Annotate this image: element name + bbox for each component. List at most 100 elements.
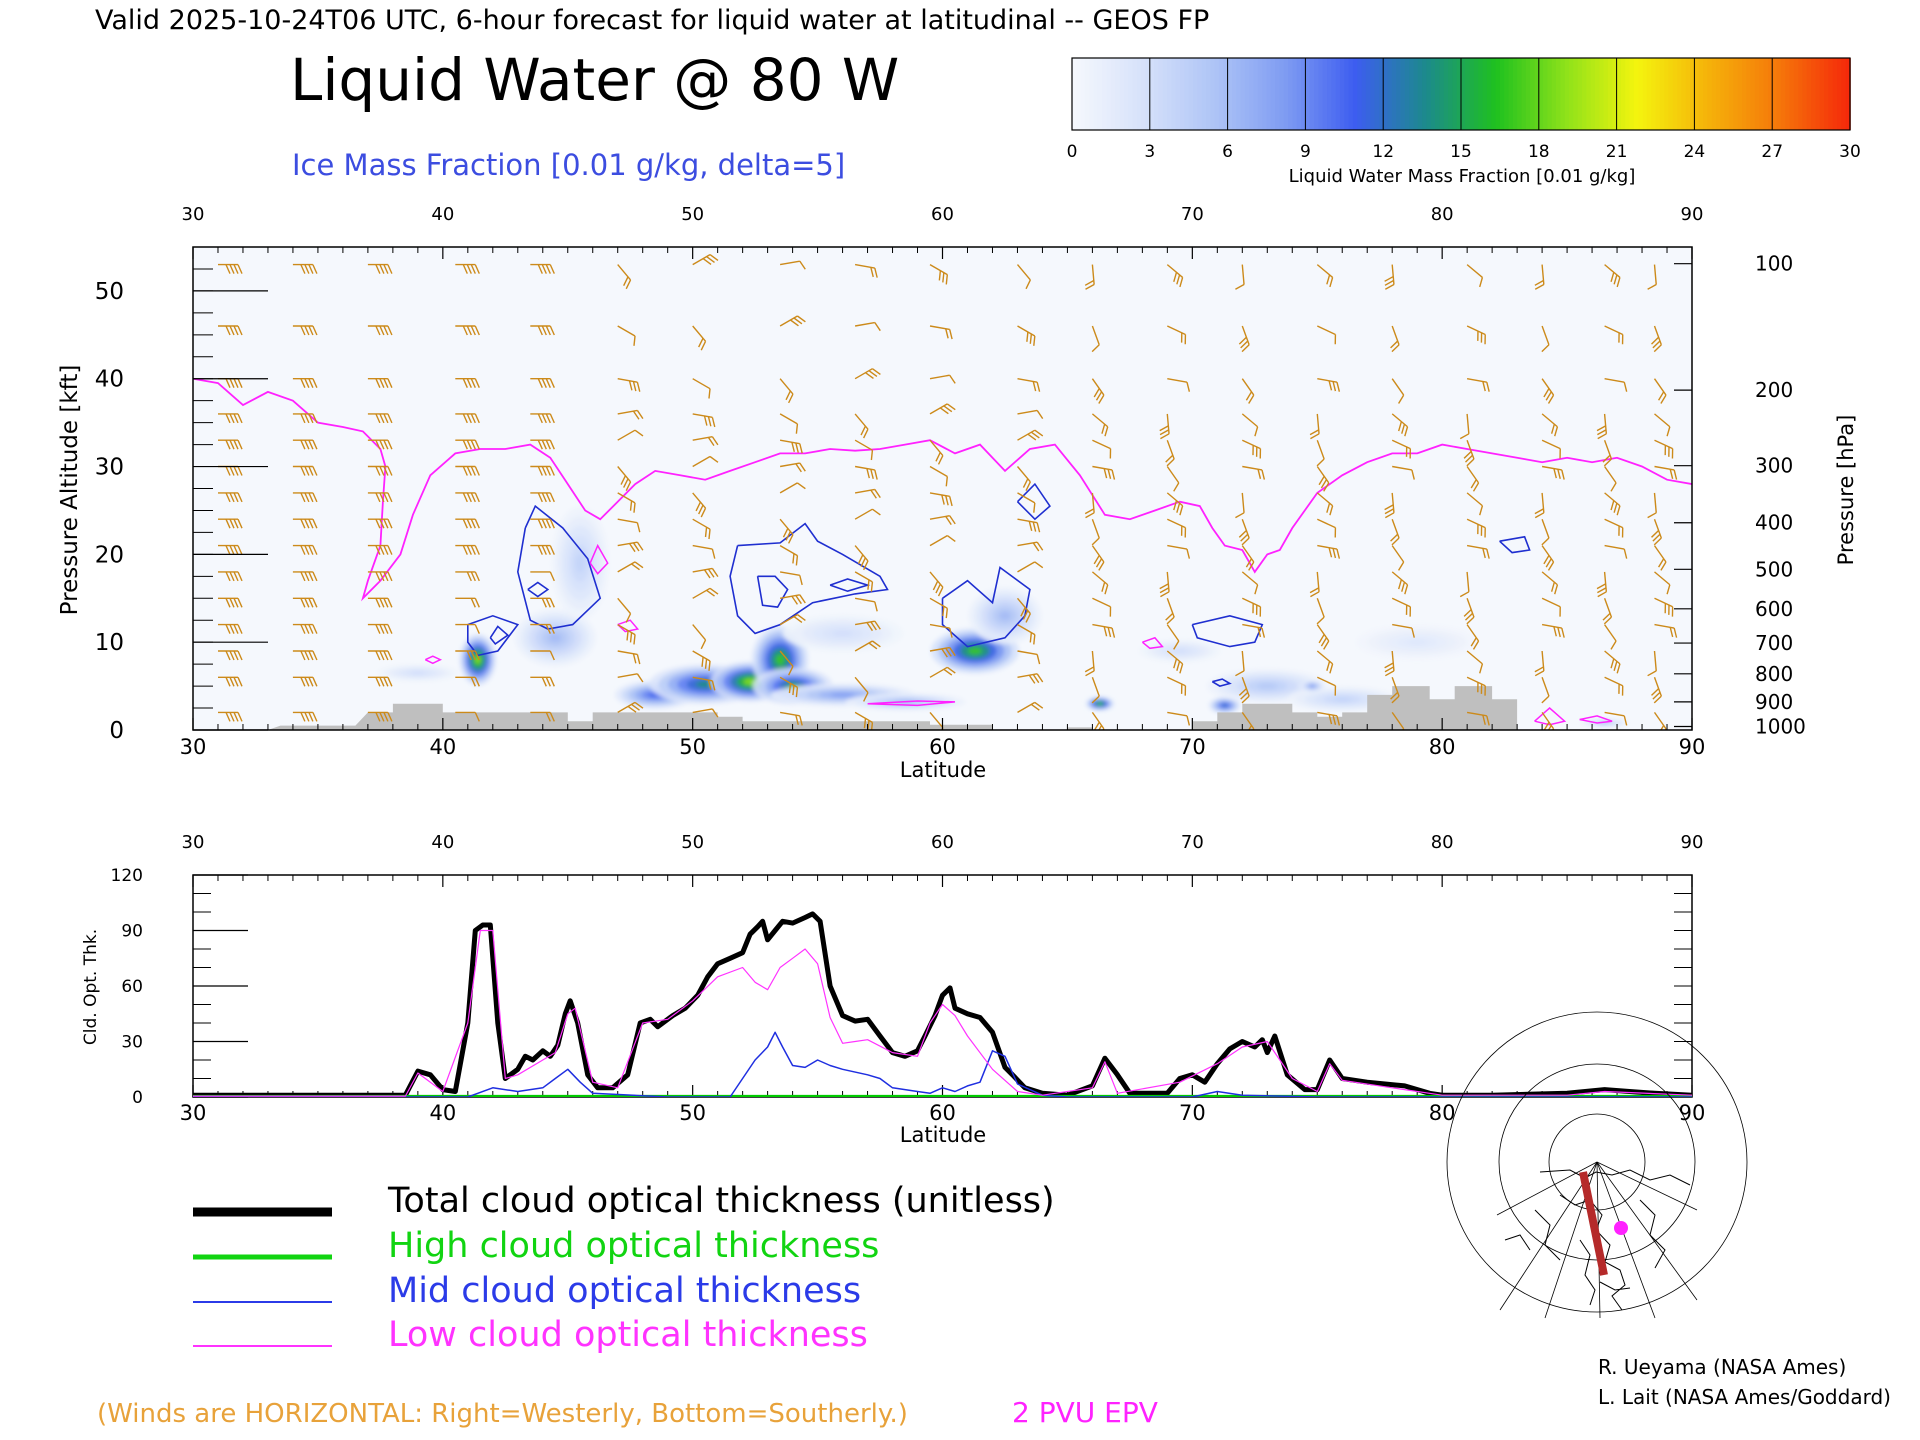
wind-barb xyxy=(1391,413,1409,437)
wind-barb-feather xyxy=(304,518,310,529)
wind-barb-feather xyxy=(1384,279,1394,286)
wind-barb xyxy=(1541,413,1559,437)
wind-barb-feather xyxy=(229,466,235,476)
wind-barb-feather xyxy=(945,476,949,487)
lower-y-tick-label: 60 xyxy=(121,977,143,997)
wind-barb-feather xyxy=(225,650,231,661)
wind-barb xyxy=(1091,677,1100,704)
wind-barb-feather xyxy=(1036,410,1044,419)
wind-barb-feather xyxy=(1036,522,1041,533)
wind-barb-feather xyxy=(1484,334,1486,345)
wind-barb-feather xyxy=(1602,612,1611,621)
wind-barb-feather xyxy=(1323,482,1330,492)
wind-barb-staff xyxy=(1604,466,1617,484)
wind-barb-feather xyxy=(799,462,806,472)
wind-barb-feather xyxy=(1022,610,1029,620)
wind-barb-feather xyxy=(1653,344,1662,353)
wind-barb-staff xyxy=(779,482,798,494)
wind-barb-feather xyxy=(707,437,715,446)
wind-barb-feather xyxy=(1034,701,1044,709)
colorbar-cell xyxy=(1556,58,1562,130)
upper-top-tick-label: 70 xyxy=(1181,204,1204,225)
wind-barb xyxy=(1084,264,1095,290)
colorbar-cell xyxy=(1426,58,1432,130)
liquid-water-cell xyxy=(411,670,425,675)
wind-barb-feather xyxy=(860,425,867,436)
wind-barb-feather xyxy=(308,677,314,687)
wind-barb xyxy=(1391,545,1405,571)
wind-barb-feather xyxy=(932,580,939,591)
upper-x-tick-label: 50 xyxy=(679,735,706,759)
colorbar-cell xyxy=(1072,58,1078,130)
wind-barb-staff xyxy=(1391,545,1405,563)
wind-barb-feather xyxy=(795,423,799,434)
wind-barb-feather xyxy=(1028,521,1033,532)
wind-barb-staff xyxy=(617,325,636,337)
wind-barb xyxy=(530,492,555,503)
colorbar-cell xyxy=(1193,58,1199,130)
wind-barb xyxy=(929,534,956,547)
wind-barb xyxy=(292,676,318,687)
liquid-water-cell xyxy=(832,630,853,637)
wind-barb xyxy=(617,378,641,392)
wind-barb-feather xyxy=(545,264,551,274)
wind-barb-feather xyxy=(225,677,231,687)
wind-barb-feather xyxy=(233,439,239,450)
wind-barb xyxy=(1392,465,1415,480)
wind-barb-feather xyxy=(312,624,318,634)
wind-barb-feather xyxy=(636,410,644,419)
wind-barb-feather xyxy=(308,413,314,424)
wind-barb-feather xyxy=(704,658,708,669)
wind-barb-feather xyxy=(1248,394,1255,404)
wind-barb xyxy=(367,378,393,388)
wind-barb-feather xyxy=(1245,558,1253,568)
wind-barb-feather xyxy=(700,639,707,650)
lower-top-tick-label: 30 xyxy=(182,832,205,853)
wind-barb xyxy=(692,455,719,468)
colorbar-cell xyxy=(1841,58,1847,130)
wind-barb-feather xyxy=(1159,425,1169,432)
wind-barb-staff xyxy=(1391,711,1405,730)
wind-barb-feather xyxy=(795,555,799,566)
colorbar-cell xyxy=(1763,58,1769,130)
wind-barb-feather xyxy=(625,279,632,290)
colorbar-cell xyxy=(1262,58,1268,130)
wind-barb-feather xyxy=(229,492,235,503)
wind-barb-feather xyxy=(1623,715,1628,726)
wind-barb-staff xyxy=(854,439,873,451)
colorbar-cell xyxy=(1590,58,1596,130)
wind-barb-feather xyxy=(233,545,239,555)
ice-contour xyxy=(1016,482,1051,521)
wind-barb-feather xyxy=(1033,634,1036,645)
wind-barb-feather xyxy=(1085,512,1095,519)
upper-x-tick-label: 90 xyxy=(1679,735,1706,759)
wind-barb xyxy=(1602,439,1613,467)
wind-barb xyxy=(692,676,716,691)
wind-barb-feather xyxy=(857,554,864,564)
wind-barb xyxy=(929,263,949,285)
colorbar-cell xyxy=(1422,58,1428,130)
page-title: Liquid Water @ 80 W xyxy=(290,46,899,114)
wind-barb-staff xyxy=(1092,439,1111,450)
wind-barb xyxy=(1242,465,1266,480)
wind-barb-feather xyxy=(466,466,472,476)
wind-barb-feather xyxy=(1384,283,1395,290)
wind-barb-feather xyxy=(375,378,381,388)
wind-barb xyxy=(854,488,881,499)
wind-barb-feather xyxy=(387,712,393,722)
wind-barb-staff xyxy=(1167,711,1188,717)
wind-barb-feather xyxy=(1660,561,1667,571)
wind-barb-feather xyxy=(1561,627,1565,638)
wind-barb-feather xyxy=(387,378,393,388)
wind-barb-feather xyxy=(383,466,389,476)
wind-barb-feather xyxy=(633,335,636,346)
wind-barb-feather xyxy=(949,329,953,340)
colorbar-cell xyxy=(1599,58,1605,130)
wind-barb xyxy=(1017,429,1044,441)
wind-barb xyxy=(854,640,881,652)
wind-barb-feather xyxy=(1025,481,1031,491)
wind-barb xyxy=(1466,466,1480,492)
wind-barb-feather xyxy=(237,712,243,722)
wind-barb-feather xyxy=(1651,336,1660,345)
wind-barb-feather xyxy=(860,557,867,568)
